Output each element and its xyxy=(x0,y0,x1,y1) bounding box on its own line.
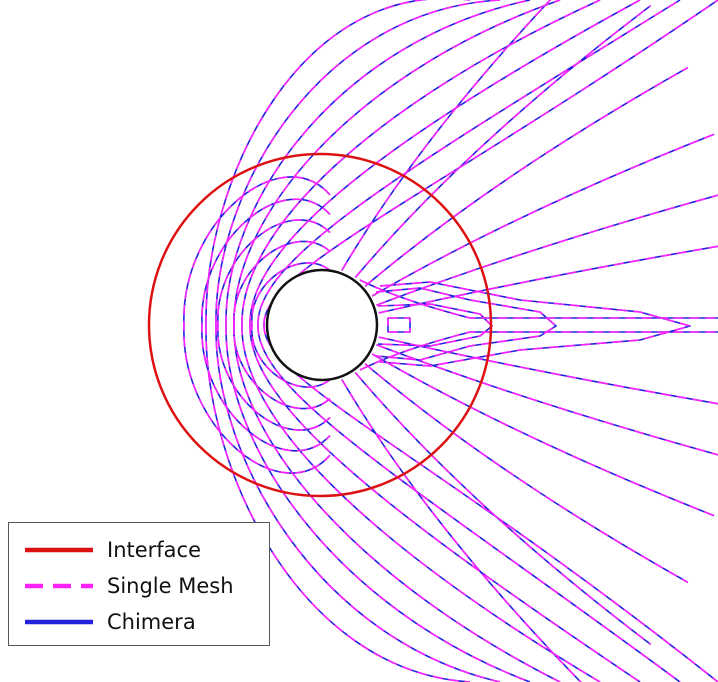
single-mesh-contour-4 xyxy=(225,0,531,326)
single-mesh-contour-34 xyxy=(377,303,493,347)
single-mesh-contour-22 xyxy=(354,4,652,279)
legend-swatch-single-mesh xyxy=(25,583,93,589)
legend-label-single-mesh: Single Mesh xyxy=(107,574,234,598)
legend-label-chimera: Chimera xyxy=(107,610,196,634)
single-mesh-contour-20 xyxy=(183,176,331,474)
chimera-contour-7 xyxy=(233,324,561,682)
chimera-contour-9 xyxy=(241,324,601,682)
single-mesh-contour-5 xyxy=(225,324,531,682)
single-mesh-contour-15 xyxy=(263,324,718,682)
single-mesh-contour-21 xyxy=(341,0,552,271)
single-mesh-contour-18 xyxy=(217,219,331,431)
single-mesh-contour-3 xyxy=(215,324,501,682)
chimera-contour-31 xyxy=(354,371,652,646)
single-mesh-contour-17 xyxy=(233,240,331,410)
single-mesh-contour-35 xyxy=(387,317,411,333)
single-mesh-contour-26 xyxy=(378,245,718,314)
single-mesh-contour-14 xyxy=(263,0,718,326)
single-mesh-contour-31 xyxy=(354,371,652,646)
single-mesh-contour-16 xyxy=(251,262,331,388)
single-mesh-contour-6 xyxy=(233,0,561,326)
single-mesh-contour-28 xyxy=(376,344,718,456)
single-mesh-contour-9 xyxy=(241,324,601,682)
chimera-contour-35 xyxy=(387,317,411,333)
single-mesh-contour-1 xyxy=(205,324,471,682)
single-mesh-contours xyxy=(183,0,718,682)
single-mesh-contour-24 xyxy=(371,133,715,297)
chimera-contour-13 xyxy=(257,324,681,682)
chimera-contour-29 xyxy=(371,353,715,517)
chimera-contour-38 xyxy=(379,281,691,367)
chimera-contour-25 xyxy=(376,194,718,306)
single-mesh-contour-0 xyxy=(205,0,470,326)
single-mesh-contour-10 xyxy=(249,0,641,326)
legend-swatch-interface xyxy=(25,547,93,553)
single-mesh-contour-30 xyxy=(364,363,689,584)
chimera-contour-28 xyxy=(376,344,718,456)
legend: Interface Single Mesh Chimera xyxy=(8,522,270,646)
chimera-contour-34 xyxy=(377,303,493,347)
chimera-contour-21 xyxy=(341,0,552,271)
chimera-contour-24 xyxy=(371,133,715,297)
interface-circle xyxy=(147,152,493,498)
chimera-contour-6 xyxy=(233,0,561,326)
single-mesh-contour-29 xyxy=(371,353,715,517)
single-mesh-contour-33 xyxy=(375,287,557,361)
single-mesh-contour-19 xyxy=(201,198,331,452)
single-mesh-contour-38 xyxy=(379,281,691,367)
chimera-contour-5 xyxy=(225,324,531,682)
single-mesh-contour-36 xyxy=(359,279,718,319)
single-mesh-contour-23 xyxy=(364,66,689,287)
single-mesh-contour-32 xyxy=(341,379,582,682)
single-mesh-contour-25 xyxy=(376,194,718,306)
single-mesh-contour-37 xyxy=(359,331,718,371)
legend-label-interface: Interface xyxy=(107,538,202,562)
single-mesh-contour-27 xyxy=(378,336,718,405)
legend-swatch-chimera xyxy=(25,619,93,625)
single-mesh-contour-11 xyxy=(249,324,641,682)
cylinder-body xyxy=(265,268,379,382)
single-mesh-contour-8 xyxy=(241,0,601,326)
single-mesh-contour-2 xyxy=(215,0,501,326)
